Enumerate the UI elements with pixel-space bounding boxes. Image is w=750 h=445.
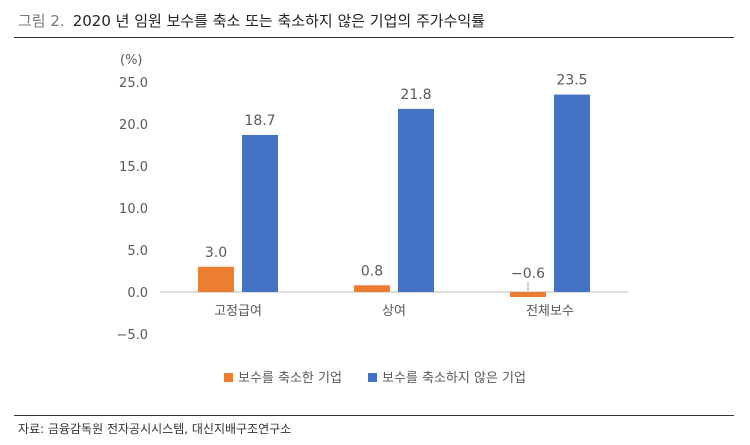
figure-title-text: 2020 년 임원 보수를 축소 또는 축소하지 않은 기업의 주가수익률 <box>72 12 485 30</box>
figure-title: 그림 2. 2020 년 임원 보수를 축소 또는 축소하지 않은 기업의 주가수… <box>18 10 485 31</box>
data-label: 23.5 <box>556 73 587 89</box>
bar-chart: −5.0 0.0 5.0 10.0 15.0 20.0 25.0 (%) 3.0 18.7 고정급여… <box>116 53 628 386</box>
bar-not-reduced <box>398 108 434 292</box>
y-tick-label: −5.0 <box>116 328 148 343</box>
category-label: 고정급여 <box>214 304 262 319</box>
y-unit-label: (%) <box>120 53 143 68</box>
y-tick-label: 0.0 <box>127 286 148 301</box>
y-tick-label: 5.0 <box>127 244 148 259</box>
bar-reduced <box>198 266 234 292</box>
legend-label-reduced: 보수를 축소한 기업 <box>238 371 342 386</box>
figure-number: 그림 2. <box>18 12 65 30</box>
legend-swatch-not-reduced <box>368 373 377 382</box>
bar-not-reduced <box>554 94 590 292</box>
legend-label-not-reduced: 보수를 축소하지 않은 기업 <box>382 371 526 386</box>
category-label: 상여 <box>382 304 406 319</box>
y-tick-label: 15.0 <box>119 160 148 175</box>
y-tick-label: 10.0 <box>119 202 148 217</box>
data-label: 21.8 <box>400 87 431 103</box>
y-tick-label: 25.0 <box>119 76 148 91</box>
source-divider <box>14 415 734 416</box>
category-label: 전체보수 <box>526 304 574 319</box>
title-divider <box>14 37 734 38</box>
data-label: −0.6 <box>511 266 545 282</box>
y-tick-label: 20.0 <box>119 118 148 133</box>
source-note: 자료: 금융감독원 전자공시시스템, 대신지배구조연구소 <box>18 422 292 436</box>
legend-swatch-reduced <box>224 373 233 382</box>
data-label: 0.8 <box>361 263 383 279</box>
bar-not-reduced <box>242 134 278 292</box>
bar-reduced <box>354 285 390 292</box>
data-label: 18.7 <box>244 113 275 129</box>
data-label: 3.0 <box>205 245 227 261</box>
bar-reduced <box>510 292 546 298</box>
